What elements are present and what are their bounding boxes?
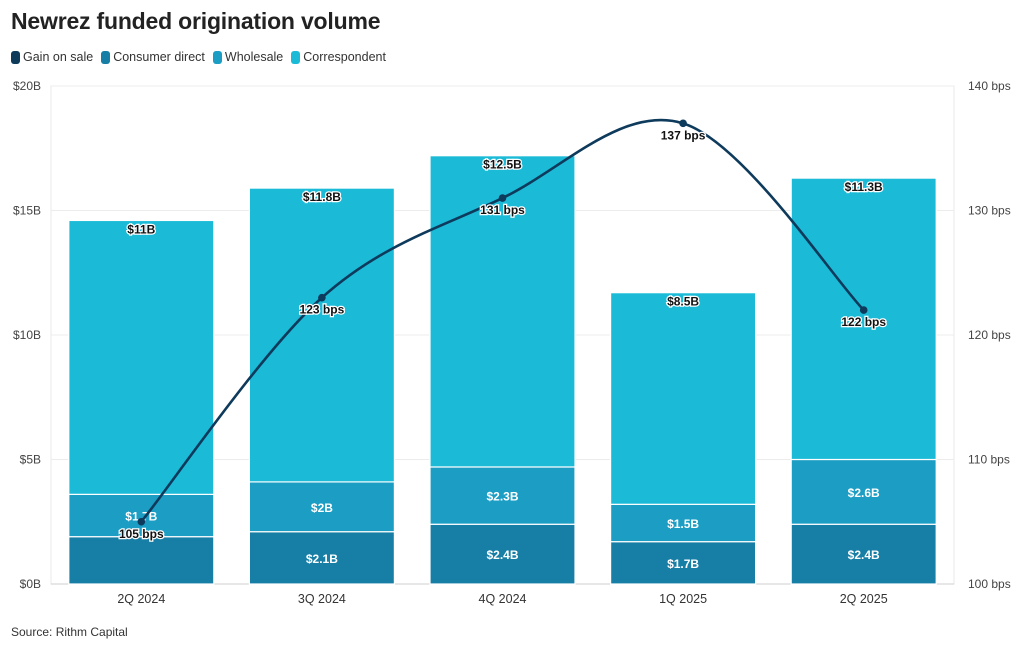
chart-title: Newrez funded origination volume	[11, 8, 381, 34]
y-left-tick-label: $10B	[13, 328, 41, 342]
y-right-tick-label: 120 bps	[968, 328, 1011, 342]
data-label-correspondent: $12.5B	[483, 158, 522, 172]
legend-swatch-wholesale	[212, 50, 222, 64]
bar-consumer-direct	[429, 523, 576, 585]
bar-consumer-direct	[68, 536, 215, 585]
legend-label-gain-on-sale: Gain on sale	[23, 50, 94, 64]
bar-correspondent	[248, 187, 395, 483]
data-label-gain-on-sale: 131 bps	[480, 203, 525, 217]
legend-item-correspondent: Correspondent	[291, 50, 386, 64]
data-label-gain-on-sale: 137 bps	[661, 128, 706, 142]
y-left-tick-label: $0B	[20, 577, 41, 591]
point-gain-on-sale	[859, 306, 868, 314]
x-tick-label: 3Q 2024	[298, 592, 346, 606]
data-label-correspondent: $11B	[127, 222, 155, 236]
data-label-consumer-direct: $1.7B	[667, 557, 699, 571]
data-label-gain-on-sale: 105 bps	[119, 527, 164, 541]
data-label-consumer-direct: $2.1B	[306, 552, 338, 566]
data-label-correspondent: $11.8B	[303, 190, 341, 204]
chart-legend: Gain on sale Consumer direct Wholesale C…	[11, 50, 386, 64]
point-gain-on-sale	[679, 119, 687, 128]
bar-correspondent	[429, 155, 576, 468]
x-tick-label: 1Q 2025	[659, 592, 707, 606]
bar-wholesale	[68, 493, 215, 538]
legend-item-wholesale: Wholesale	[212, 50, 284, 64]
y-left-tick-label: $15B	[13, 204, 41, 218]
bar-correspondent	[609, 292, 757, 505]
legend-item-consumer-direct: Consumer direct	[101, 50, 205, 64]
bar-wholesale	[609, 503, 757, 543]
data-label-wholesale: $2B	[311, 501, 333, 515]
bar-consumer-direct	[248, 531, 395, 585]
source-note: Source: Rithm Capital	[11, 625, 128, 639]
bar-correspondent	[790, 177, 937, 461]
legend-label-consumer-direct: Consumer direct	[113, 50, 205, 64]
x-tick-label: 2Q 2025	[840, 592, 888, 606]
data-label-correspondent: $11.3B	[845, 180, 883, 194]
data-label-gain-on-sale: 123 bps	[300, 303, 345, 317]
y-right-tick-label: 140 bps	[968, 79, 1011, 93]
y-left-tick-label: $5B	[20, 453, 41, 467]
data-label-consumer-direct: $2.4B	[486, 548, 518, 562]
x-tick-label: 2Q 2024	[117, 592, 165, 606]
legend-swatch-gain-on-sale	[11, 50, 20, 64]
y-right-tick-label: 130 bps	[968, 204, 1011, 218]
y-right-tick-label: 100 bps	[968, 577, 1011, 591]
point-gain-on-sale	[498, 194, 507, 202]
bar-correspondent	[68, 219, 215, 495]
legend-item-gain-on-sale: Gain on sale	[11, 50, 93, 64]
bar-wholesale	[429, 466, 576, 525]
legend-swatch-consumer-direct	[101, 50, 111, 64]
data-label-gain-on-sale: 122 bps	[841, 315, 886, 329]
bar-wholesale	[790, 458, 937, 525]
y-right-tick-label: 110 bps	[968, 453, 1010, 467]
data-label-wholesale: $1.5B	[667, 517, 699, 531]
legend-swatch-correspondent	[291, 50, 301, 64]
y-left-tick-label: $20B	[13, 79, 41, 93]
data-label-wholesale: $2.3B	[486, 490, 518, 504]
bar-wholesale	[248, 481, 395, 533]
legend-label-wholesale: Wholesale	[224, 50, 284, 64]
point-gain-on-sale	[318, 293, 326, 302]
data-label-correspondent: $8.5B	[667, 295, 699, 309]
legend-label-correspondent: Correspondent	[303, 50, 386, 64]
point-gain-on-sale	[137, 517, 146, 526]
bar-consumer-direct	[609, 541, 757, 585]
x-tick-label: 4Q 2024	[479, 592, 527, 606]
data-label-consumer-direct: $2.4B	[848, 548, 880, 562]
data-label-wholesale: $2.6B	[848, 486, 880, 500]
